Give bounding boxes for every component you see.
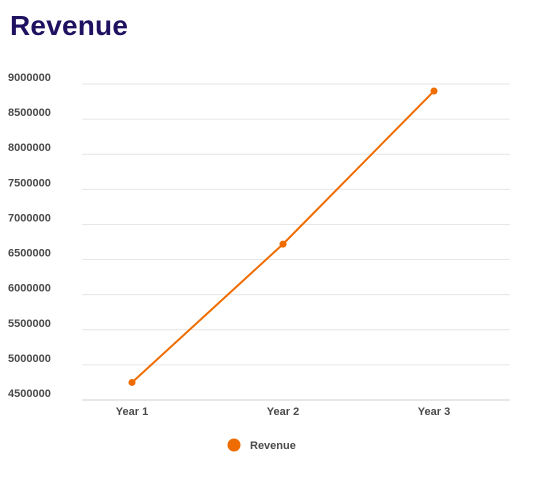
y-tick-label: 6500000: [8, 248, 51, 260]
data-point[interactable]: [279, 240, 287, 248]
y-axis-ticks: 4500000 5000000 5500000 6000000 6500000 70000…: [8, 72, 51, 400]
y-tick-label: 6000000: [8, 283, 51, 295]
y-tick-label: 8000000: [8, 142, 51, 154]
y-tick-label: 5500000: [8, 318, 51, 330]
legend: Revenue: [227, 438, 296, 452]
series-layer: [128, 87, 438, 386]
y-tick-label: 7500000: [8, 177, 51, 189]
y-tick-label: 8500000: [8, 107, 51, 119]
x-tick-label: Year 2: [267, 406, 299, 418]
data-point[interactable]: [128, 378, 136, 386]
legend-label: Revenue: [250, 440, 296, 452]
data-point[interactable]: [430, 87, 438, 95]
y-tick-label: 9000000: [8, 72, 51, 84]
x-tick-label: Year 3: [418, 406, 450, 418]
x-tick-label: Year 1: [116, 406, 148, 418]
y-tick-label: 7000000: [8, 212, 51, 224]
series-line: [131, 90, 435, 384]
y-tick-label: 5000000: [8, 353, 51, 365]
y-tick-label: 4500000: [8, 388, 51, 400]
gridlines: [82, 83, 510, 401]
x-axis-ticks: Year 1 Year 2 Year 3: [116, 406, 450, 418]
chart-title: Revenue: [10, 10, 129, 41]
legend-marker: [227, 438, 241, 452]
